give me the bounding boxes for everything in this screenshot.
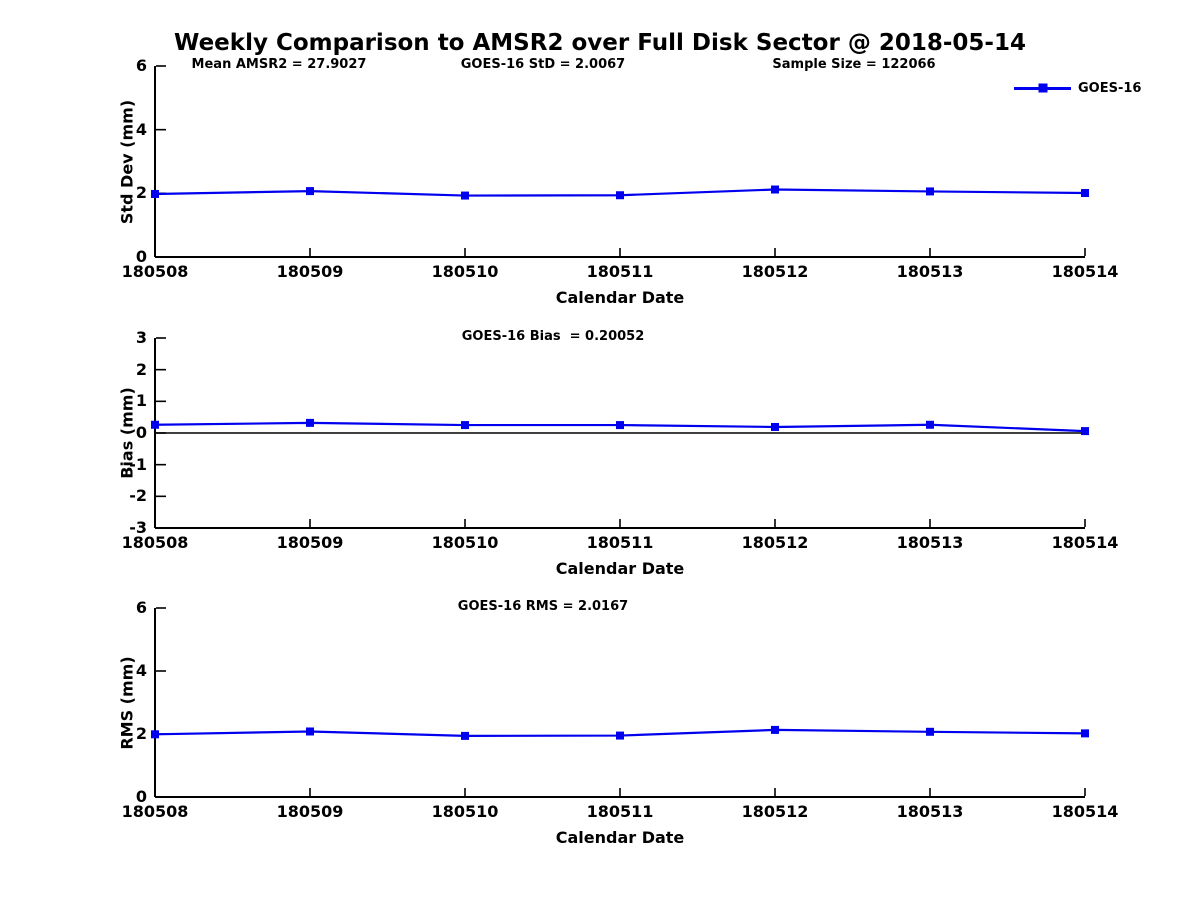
data-point-marker bbox=[151, 189, 159, 198]
data-point-marker bbox=[771, 725, 779, 734]
x-tick-label: 180514 bbox=[1051, 262, 1119, 281]
data-point-marker bbox=[461, 731, 469, 740]
annotation-goes16-bias: GOES-16 Bias = 0.20052 bbox=[461, 329, 645, 344]
data-point-marker bbox=[926, 420, 934, 429]
data-point-marker bbox=[1081, 427, 1089, 436]
x-axis-label-calendar-date: Calendar Date bbox=[555, 828, 685, 847]
data-point-marker bbox=[926, 727, 934, 736]
x-tick-label: 180514 bbox=[1051, 533, 1119, 552]
y-tick-label: 1 bbox=[135, 391, 147, 411]
y-tick-label: 6 bbox=[135, 56, 147, 75]
y-tick-label: 6 bbox=[135, 598, 147, 617]
legend-label: GOES-16 bbox=[1078, 80, 1142, 96]
x-tick-label: 180513 bbox=[896, 262, 964, 281]
plot-svg-rms-vs-date bbox=[151, 607, 1089, 798]
y-axis-label-std-dev: Std Dev (mm) bbox=[117, 99, 137, 224]
x-tick-label: 180510 bbox=[431, 802, 499, 821]
x-tick-label: 180509 bbox=[276, 802, 344, 821]
x-tick-label: 180509 bbox=[276, 533, 344, 552]
data-point-marker bbox=[151, 420, 159, 429]
data-point-marker bbox=[461, 421, 469, 430]
data-point-marker bbox=[616, 731, 624, 740]
subplot-std-dev: Std Dev (mm) Mean AMSR2 = 27.9027 GOES-1… bbox=[0, 56, 1200, 307]
plot-area-bias bbox=[151, 337, 1089, 529]
y-tick-label: 2 bbox=[135, 183, 147, 203]
annotation-goes16-std: GOES-16 StD = 2.0067 bbox=[460, 57, 626, 72]
y-tick-label: -2 bbox=[129, 486, 147, 506]
data-point-marker bbox=[306, 418, 314, 427]
x-tick-label: 180508 bbox=[121, 262, 189, 281]
data-point-marker bbox=[1081, 189, 1089, 198]
y-tick-label: 4 bbox=[135, 119, 147, 139]
data-point-marker bbox=[771, 422, 779, 431]
x-tick-label: 180510 bbox=[431, 533, 499, 552]
plot-svg-std-dev-vs-date bbox=[151, 65, 1089, 258]
x-axis-label-calendar-date: Calendar Date bbox=[555, 559, 685, 578]
subplot-bias: Bias (mm) GOES-16 Bias = 0.20052 Calenda… bbox=[0, 328, 1200, 578]
chart-title: Weekly Comparison to AMSR2 over Full Dis… bbox=[174, 30, 1026, 56]
x-tick-label: 180511 bbox=[586, 262, 654, 281]
legend: GOES-16 bbox=[1014, 80, 1141, 96]
y-tick-label: 0 bbox=[135, 247, 147, 266]
x-tick-label: 180508 bbox=[121, 533, 189, 552]
data-point-marker bbox=[616, 191, 624, 200]
y-tick-label: 3 bbox=[135, 328, 147, 347]
y-tick-label: -1 bbox=[129, 454, 147, 474]
y-tick-label: 0 bbox=[135, 423, 147, 442]
annotation-goes16-rms: GOES-16 RMS = 2.0167 bbox=[457, 599, 629, 614]
y-tick-label: 0 bbox=[135, 787, 147, 806]
plot-area-rms bbox=[151, 607, 1089, 798]
x-tick-label: 180508 bbox=[121, 802, 189, 821]
y-tick-label: 2 bbox=[135, 359, 147, 379]
data-point-marker bbox=[461, 191, 469, 200]
annotation-mean-amsr2: Mean AMSR2 = 27.9027 bbox=[191, 57, 367, 72]
annotation-sample-size: Sample Size = 122066 bbox=[772, 57, 936, 72]
x-tick-label: 180514 bbox=[1051, 802, 1119, 821]
data-point-marker bbox=[151, 730, 159, 739]
x-tick-label: 180513 bbox=[896, 533, 964, 552]
data-point-marker bbox=[926, 187, 934, 196]
subplot-rms: RMS (mm) GOES-16 RMS = 2.0167 Calendar D… bbox=[0, 598, 1200, 847]
x-tick-label: 180512 bbox=[741, 533, 809, 552]
x-tick-label: 180513 bbox=[896, 802, 964, 821]
x-tick-label: 180512 bbox=[741, 802, 809, 821]
x-tick-label: 180509 bbox=[276, 262, 344, 281]
x-tick-label: 180511 bbox=[586, 802, 654, 821]
x-tick-label: 180511 bbox=[586, 533, 654, 552]
legend-line-sample bbox=[1014, 83, 1071, 93]
plot-area-std-dev bbox=[151, 65, 1089, 258]
y-tick-label: 2 bbox=[135, 724, 147, 743]
y-tick-label: 4 bbox=[135, 661, 147, 680]
legend-square-marker-icon bbox=[1038, 83, 1047, 93]
x-tick-label: 180512 bbox=[741, 262, 809, 281]
data-point-marker bbox=[616, 421, 624, 430]
data-point-marker bbox=[306, 727, 314, 736]
x-axis-label-calendar-date: Calendar Date bbox=[555, 288, 685, 307]
data-point-marker bbox=[1081, 729, 1089, 738]
x-tick-label: 180510 bbox=[431, 262, 499, 281]
data-point-marker bbox=[306, 187, 314, 196]
y-tick-label: -3 bbox=[129, 518, 147, 537]
data-point-marker bbox=[771, 185, 779, 194]
plot-svg-bias-vs-date bbox=[151, 337, 1089, 529]
